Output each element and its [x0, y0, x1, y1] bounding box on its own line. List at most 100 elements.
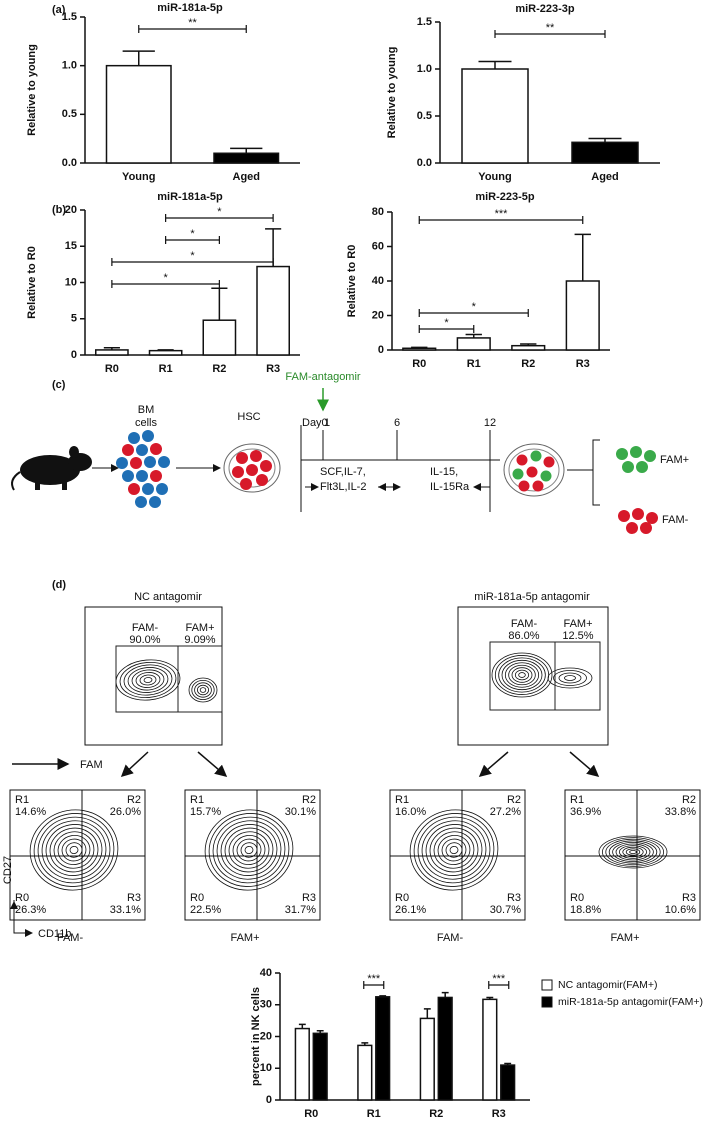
- cell: [636, 461, 648, 473]
- cell: [616, 448, 628, 460]
- y-tick-label: 20: [260, 1030, 272, 1042]
- contour: [605, 838, 661, 866]
- contour: [494, 655, 550, 695]
- region-name: R2: [507, 794, 521, 806]
- chart-title: miR-181a-5p: [157, 191, 223, 203]
- arrow: [120, 751, 149, 778]
- region-name: R1: [395, 794, 409, 806]
- gate-pct: 9.09%: [184, 634, 215, 646]
- cell: [543, 456, 555, 468]
- bracket: [592, 439, 600, 506]
- significance-label: *: [190, 228, 195, 240]
- significance-bracket: [363, 981, 385, 989]
- arrow: [478, 751, 509, 777]
- y-tick-label: 1.5: [62, 11, 77, 23]
- y-tick-label: 0: [71, 349, 77, 361]
- significance-label: *: [444, 317, 449, 329]
- y-tick-label: 0: [266, 1094, 272, 1106]
- contour: [615, 843, 651, 861]
- y-tick-label: 15: [65, 240, 77, 252]
- legend-swatch: [541, 996, 553, 1008]
- contour: [608, 840, 658, 864]
- arrow: [569, 751, 600, 777]
- region-pct: 31.7%: [285, 904, 316, 916]
- contour: [135, 672, 161, 688]
- cell: [116, 457, 128, 469]
- contour: [409, 809, 499, 891]
- contour: [69, 845, 79, 855]
- x-tick-label: R3: [576, 358, 590, 370]
- cell: [136, 444, 148, 456]
- significance-bracket: [494, 30, 606, 38]
- contour: [553, 670, 587, 686]
- significance-label: **: [188, 17, 197, 29]
- region-pct: 15.7%: [190, 806, 221, 818]
- plot-frame: [184, 789, 321, 921]
- contour: [511, 667, 533, 683]
- contour: [625, 848, 641, 856]
- y-tick-label: 1.0: [62, 60, 77, 72]
- significance-bracket: [418, 216, 584, 224]
- cell: [246, 464, 258, 476]
- cell: [149, 496, 161, 508]
- cell: [128, 432, 140, 444]
- contour: [196, 684, 209, 696]
- significance-bracket: [418, 325, 475, 333]
- y-tick-label: 0: [378, 344, 384, 356]
- panel-label: (b): [52, 204, 66, 216]
- gating-title: NC antagomir: [134, 591, 202, 603]
- cell: [260, 460, 272, 472]
- contour: [188, 677, 218, 703]
- contour: [619, 845, 648, 859]
- x-tick-label: R1: [467, 358, 481, 370]
- bar: [482, 998, 498, 1101]
- cell: [236, 452, 248, 464]
- panel-label: (c): [52, 379, 66, 391]
- contour: [437, 835, 471, 865]
- region-name: R0: [190, 892, 204, 904]
- contour: [57, 835, 91, 865]
- plot-frame: [564, 789, 701, 921]
- region-name: R0: [15, 892, 29, 904]
- significance-label: *: [163, 272, 168, 284]
- error-bar: [103, 347, 120, 350]
- error-bar: [122, 50, 155, 66]
- bm-label: cells: [135, 417, 158, 429]
- contour: [232, 835, 266, 865]
- cell: [530, 450, 542, 462]
- bar: [565, 280, 600, 351]
- day-label: 6: [394, 417, 400, 429]
- y-tick-label: 40: [260, 967, 272, 979]
- cell: [632, 508, 644, 520]
- contour: [143, 677, 153, 683]
- contour: [514, 669, 530, 681]
- bar: [294, 1027, 310, 1101]
- bar: [202, 319, 237, 356]
- contour: [123, 664, 173, 696]
- output-label: FAM+: [660, 454, 689, 466]
- cell: [250, 450, 262, 462]
- y-axis-label: Relative to R0: [26, 246, 38, 319]
- error-bar: [361, 1042, 369, 1046]
- gate-pct: 90.0%: [129, 634, 160, 646]
- contour: [413, 813, 495, 887]
- gate-label: FAM+: [185, 622, 214, 634]
- contour: [547, 667, 593, 689]
- y-axis-label: percent in NK cells: [250, 987, 262, 1086]
- contour: [220, 824, 278, 876]
- significance-label: ***: [492, 973, 506, 985]
- contour: [622, 846, 644, 858]
- cell: [626, 522, 638, 534]
- error-bar: [465, 333, 482, 338]
- region-name: R1: [15, 794, 29, 806]
- contour: [244, 845, 254, 855]
- contour: [61, 838, 87, 862]
- significance-label: ***: [367, 973, 381, 985]
- error-bar: [411, 346, 428, 349]
- y-tick-label: 30: [260, 999, 272, 1011]
- region-name: R2: [682, 794, 696, 806]
- contour: [421, 820, 487, 880]
- flow-panels: NC antagomir miR-181a-5p antagomir FAM- …: [2, 591, 701, 944]
- region-pct: 33.8%: [665, 806, 696, 818]
- hsc-label: HSC: [237, 411, 260, 423]
